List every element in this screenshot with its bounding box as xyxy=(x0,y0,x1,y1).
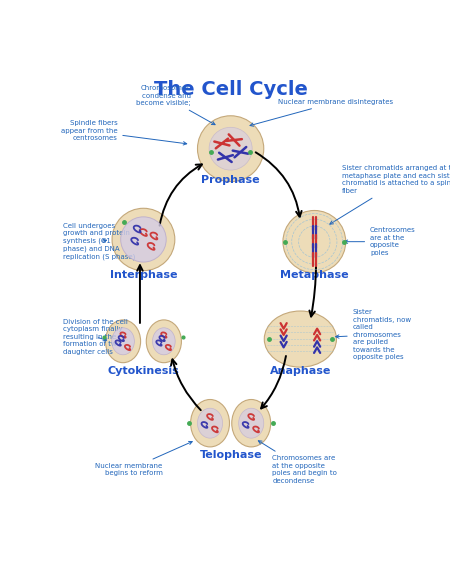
Text: Chromosomes
condense and
become visible;: Chromosomes condense and become visible; xyxy=(136,85,215,125)
Ellipse shape xyxy=(232,400,271,447)
Text: Sister chromatids arranged at the
metaphase plate and each sister
chromatid is a: Sister chromatids arranged at the metaph… xyxy=(330,166,450,224)
Ellipse shape xyxy=(238,408,264,438)
Ellipse shape xyxy=(190,400,230,447)
Text: Interphase: Interphase xyxy=(110,270,177,281)
Text: Chromosomes are
at the opposite
poles and begin to
decondense: Chromosomes are at the opposite poles an… xyxy=(258,440,338,484)
Ellipse shape xyxy=(153,328,175,355)
Text: Anaphase: Anaphase xyxy=(270,366,331,375)
Text: Metaphase: Metaphase xyxy=(280,270,349,281)
Ellipse shape xyxy=(198,116,264,182)
Text: Cytokinesis: Cytokinesis xyxy=(108,366,179,375)
Text: Sister
chromatids, now
called
chromosomes
are pulled
towards the
opposite poles: Sister chromatids, now called chromosome… xyxy=(336,309,411,360)
Ellipse shape xyxy=(105,320,140,363)
Text: Cell undergoes
growth and protein
synthesis (G1
phase) and DNA
replication (S ph: Cell undergoes growth and protein synthe… xyxy=(63,223,135,260)
Text: Spindle fibers
appear from the
centrosomes: Spindle fibers appear from the centrosom… xyxy=(61,121,187,145)
Ellipse shape xyxy=(121,217,166,262)
Text: The Cell Cycle: The Cell Cycle xyxy=(154,80,307,99)
Text: Division of the cell
cytoplasm finally
resulting in the
formation of two
daughte: Division of the cell cytoplasm finally r… xyxy=(63,319,128,355)
Text: Centrosomes
are at the
opposite
poles: Centrosomes are at the opposite poles xyxy=(344,228,416,256)
Ellipse shape xyxy=(198,408,223,438)
Text: Prophase: Prophase xyxy=(201,175,260,185)
Ellipse shape xyxy=(112,328,135,355)
Text: Nuclear membrane
begins to reform: Nuclear membrane begins to reform xyxy=(95,442,192,477)
Ellipse shape xyxy=(283,210,346,273)
Ellipse shape xyxy=(264,311,337,367)
Ellipse shape xyxy=(209,127,252,170)
Ellipse shape xyxy=(146,320,181,363)
Text: Nuclear membrane disintegrates: Nuclear membrane disintegrates xyxy=(250,99,393,126)
Ellipse shape xyxy=(112,208,175,271)
Text: Telophase: Telophase xyxy=(199,450,262,460)
